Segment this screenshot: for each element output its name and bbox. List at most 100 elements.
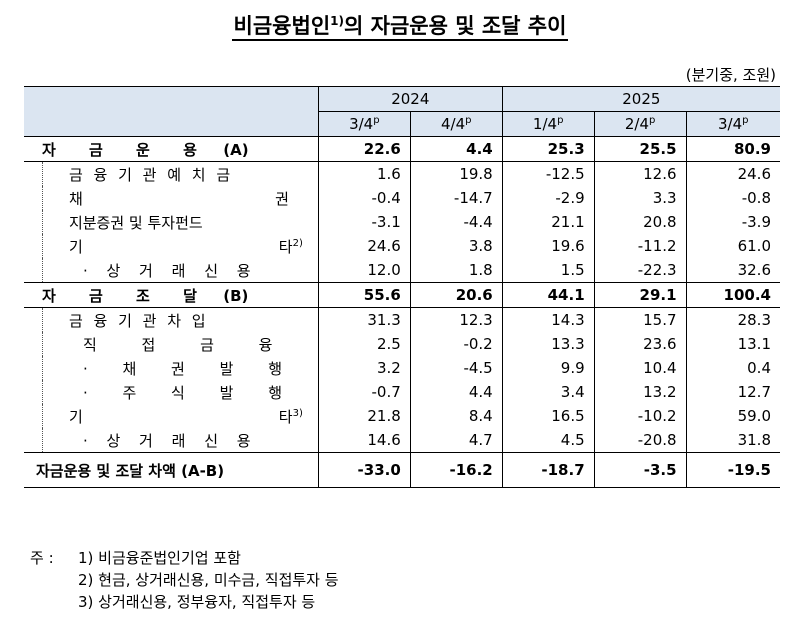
value-cell: 55.6	[318, 282, 411, 308]
value-cell: 9.9	[502, 356, 595, 380]
row-label: 금 융 기 관 예 치 금	[42, 161, 319, 186]
flow-of-funds-table: 2024 2025 3/4p 4/4p 1/4p 2/4p 3/4p 자 금 운…	[24, 86, 780, 488]
value-cell: -0.8	[741, 189, 771, 207]
value-cell: 14.3	[502, 307, 595, 332]
value-cell: -16.2	[410, 452, 503, 488]
value-cell: 12.7	[737, 383, 771, 401]
row-label: 직 접 금 융	[42, 332, 319, 356]
value-cell: -14.7	[410, 186, 503, 210]
value-cell: -0.2	[410, 332, 503, 356]
value-cell: 100.4	[723, 286, 771, 304]
table-row: 지분증권 및 투자펀드 -3.1 -4.4 21.1 20.8 -3.9	[24, 210, 780, 234]
value-cell: 3.2	[318, 356, 411, 380]
value-cell: 1.8	[410, 258, 503, 283]
value-cell: 3.8	[410, 234, 503, 258]
value-cell: 25.5	[594, 136, 687, 162]
value-cell: 13.2	[594, 380, 687, 404]
row-label: 지분증권 및 투자펀드	[42, 210, 319, 234]
value-cell: 31.8	[737, 431, 771, 449]
row-label: · 상 거 래 신 용	[42, 258, 319, 283]
value-cell: 28.3	[737, 311, 771, 329]
value-cell: 2.5	[318, 332, 411, 356]
unit-label: (분기중, 조원)	[685, 66, 776, 84]
value-cell: 3.4	[502, 380, 595, 404]
row-label: · 상 거 래 신 용	[42, 428, 319, 453]
value-cell: -10.2	[594, 404, 687, 428]
value-cell: -33.0	[318, 452, 411, 488]
value-cell: 44.1	[502, 282, 595, 308]
header-quarter: 4/4p	[410, 111, 503, 137]
section-label: 자 금 운 용 (A)	[24, 136, 319, 162]
value-cell: -3.1	[318, 210, 411, 234]
table-row: 금 융 기 관 예 치 금 1.6 19.8 -12.5 12.6 24.6	[24, 161, 780, 283]
value-cell: -18.7	[502, 452, 595, 488]
section-row-use: 자 금 운 용 (A) 22.6 4.4 25.3 25.5 80.9	[24, 136, 780, 162]
row-label: 금 융 기 관 차 입	[42, 307, 319, 332]
table-row: 기 타3) 21.8 8.4 16.5 -10.2 59.0	[24, 404, 780, 428]
value-cell: 61.0	[737, 237, 771, 255]
value-cell: 24.6	[318, 234, 411, 258]
value-cell: 21.1	[502, 210, 595, 234]
table-row: · 채 권 발 행 3.2 -4.5 9.9 10.4 0.4	[24, 356, 780, 380]
table-row: · 상 거 래 신 용 12.0 1.8 1.5 -22.3 32.6	[24, 258, 780, 283]
value-cell: 20.8	[594, 210, 687, 234]
value-cell: 15.7	[594, 307, 687, 332]
value-cell: 13.3	[502, 332, 595, 356]
value-cell: -12.5	[502, 161, 595, 186]
value-cell: 4.7	[410, 428, 503, 453]
row-label: · 채 권 발 행	[42, 356, 319, 380]
section-label: 자 금 조 달 (B)	[24, 282, 319, 308]
value-cell: 12.3	[410, 307, 503, 332]
header-quarter: 1/4p	[502, 111, 595, 137]
table-row: 기 타2) 24.6 3.8 19.6 -11.2 61.0	[24, 234, 780, 258]
value-cell: 4.4	[410, 136, 503, 162]
value-cell: 12.0	[318, 258, 411, 283]
value-cell: 23.6	[594, 332, 687, 356]
value-cell: -22.3	[594, 258, 687, 283]
table-row: · 상 거 래 신 용 14.6 4.7 4.5 -20.8 31.8	[24, 428, 780, 453]
value-cell: 10.4	[594, 356, 687, 380]
value-cell: 4.5	[502, 428, 595, 453]
header-quarter: 2/4p	[594, 111, 687, 137]
value-cell: 19.6	[502, 234, 595, 258]
value-cell: 1.6	[318, 161, 411, 186]
value-cell: 12.6	[594, 161, 687, 186]
value-cell: 21.8	[318, 404, 411, 428]
row-label: 기 타2)	[42, 234, 319, 258]
value-cell: -0.4	[318, 186, 411, 210]
header-corner	[24, 86, 319, 137]
header-quarter: 3/4p	[318, 111, 411, 137]
footnote-prefix: 주 :	[30, 549, 54, 567]
value-cell: -4.5	[410, 356, 503, 380]
footnote: 2) 현금, 상거래신용, 미수금, 직접투자 등	[78, 571, 339, 589]
total-label: 자금운용 및 조달 차액 (A-B)	[24, 452, 319, 488]
footnote: 1) 비금융준법인기업 포함	[78, 549, 241, 567]
value-cell: -0.7	[318, 380, 411, 404]
header-year-2025: 2025	[502, 86, 780, 112]
header-year-2024: 2024	[318, 86, 503, 112]
value-cell: -19.5	[727, 461, 771, 479]
value-cell: -3.5	[594, 452, 687, 488]
footnotes: 주 : 1) 비금융준법인기업 포함 2) 현금, 상거래신용, 미수금, 직접투…	[30, 547, 339, 613]
section-row-raise: 자 금 조 달 (B) 55.6 20.6 44.1 29.1 100.4	[24, 282, 780, 308]
table-title: 비금융법인1)의 자금운용 및 조달 추이	[0, 10, 800, 41]
value-cell: 32.6	[737, 261, 771, 279]
value-cell: 8.4	[410, 404, 503, 428]
value-cell: 31.3	[318, 307, 411, 332]
value-cell: 13.1	[737, 335, 771, 353]
value-cell: 29.1	[594, 282, 687, 308]
value-cell: 19.8	[410, 161, 503, 186]
row-label: · 주 식 발 행	[42, 380, 319, 404]
footnote: 3) 상거래신용, 정부융자, 직접투자 등	[78, 593, 316, 611]
value-cell: -2.9	[502, 186, 595, 210]
value-cell: 59.0	[737, 407, 771, 425]
value-cell: 24.6	[737, 165, 771, 183]
value-cell: -4.4	[410, 210, 503, 234]
value-cell: 22.6	[318, 136, 411, 162]
value-cell: 1.5	[502, 258, 595, 283]
value-cell: 20.6	[410, 282, 503, 308]
value-cell: -3.9	[741, 213, 771, 231]
value-cell: -20.8	[594, 428, 687, 453]
